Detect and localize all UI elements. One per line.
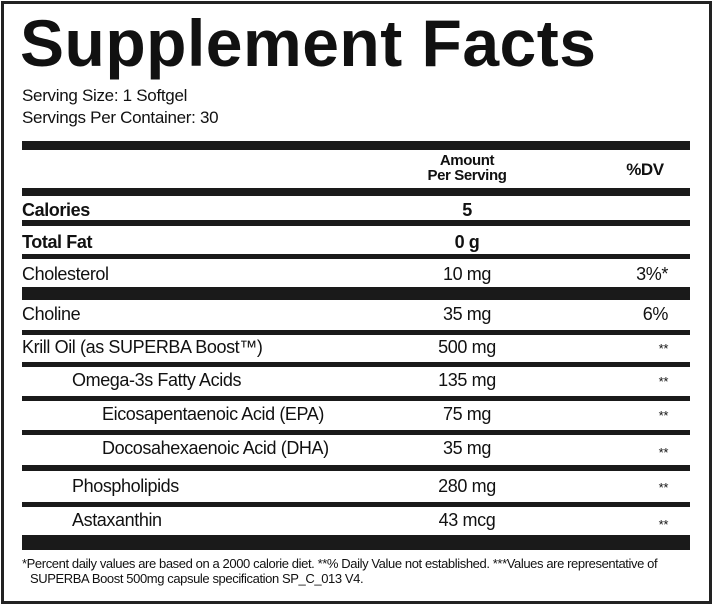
nutrient-amount: 10 mg: [442, 264, 492, 284]
row-dha: Docosahexaenoic Acid (DHA) 35 mg **: [22, 438, 690, 460]
nutrient-label: Astaxanthin: [72, 510, 162, 530]
footnote: *Percent daily values are based on a 200…: [22, 556, 658, 586]
serving-size: Serving Size: 1 Softgel: [22, 86, 188, 105]
divider: [22, 535, 690, 550]
page-title: Supplement Facts: [20, 6, 597, 80]
nutrient-label: Docosahexaenoic Acid (DHA): [102, 438, 329, 458]
nutrient-dv: **: [658, 517, 669, 532]
row-astaxanthin: Astaxanthin 43 mcg **: [22, 510, 690, 532]
nutrient-amount: 43 mcg: [438, 510, 496, 530]
row-krill-oil: Krill Oil (as SUPERBA Boost™) 500 mg **: [22, 337, 690, 359]
nutrient-dv: 6%: [642, 304, 669, 324]
divider: [22, 188, 690, 196]
divider: [22, 502, 690, 507]
divider: [22, 362, 690, 367]
divider: [22, 430, 690, 435]
nutrient-label: Choline: [22, 304, 81, 324]
row-calories: Calories 5: [22, 200, 690, 222]
nutrient-dv: **: [658, 445, 669, 460]
servings-per-container: Servings Per Container: 30: [22, 108, 219, 127]
nutrient-label: Phospholipids: [72, 476, 179, 496]
amount-header-line1: Amount: [439, 152, 495, 169]
row-phospholipids: Phospholipids 280 mg **: [22, 476, 690, 498]
row-epa: Eicosapentaenoic Acid (EPA) 75 mg **: [22, 404, 690, 426]
dv-header: %DV: [626, 160, 664, 179]
nutrient-label: Eicosapentaenoic Acid (EPA): [102, 404, 324, 424]
row-cholesterol: Cholesterol 10 mg 3%*: [22, 264, 690, 286]
nutrient-label: Omega-3s Fatty Acids: [72, 370, 242, 390]
nutrient-amount: 35 mg: [442, 438, 492, 458]
nutrient-amount: 75 mg: [442, 404, 492, 424]
amount-header: Amount Per Serving: [402, 153, 532, 183]
nutrient-amount: 500 mg: [438, 337, 496, 357]
nutrient-amount: 0 g: [454, 232, 480, 252]
footnote-line2: SUPERBA Boost 500mg capsule specificatio…: [30, 571, 364, 586]
nutrient-dv: **: [658, 374, 669, 389]
row-choline: Choline 35 mg 6%: [22, 304, 690, 326]
divider: [22, 220, 690, 226]
nutrient-amount: 35 mg: [442, 304, 492, 324]
nutrient-amount: 280 mg: [438, 476, 496, 496]
nutrient-dv: **: [658, 408, 669, 423]
nutrient-label: Cholesterol: [22, 264, 109, 284]
divider: [22, 330, 690, 335]
nutrient-dv: **: [658, 480, 669, 495]
divider: [22, 465, 690, 471]
footnote-line1: *Percent daily values are based on a 200…: [22, 556, 658, 571]
nutrient-amount: 135 mg: [438, 370, 496, 390]
row-omega-3s: Omega-3s Fatty Acids 135 mg **: [22, 370, 690, 392]
nutrient-amount: 5: [462, 200, 472, 220]
nutrient-label: Calories: [22, 200, 90, 220]
nutrient-dv: **: [658, 341, 669, 356]
nutrient-dv: 3%*: [636, 264, 668, 284]
nutrient-label: Total Fat: [22, 232, 93, 252]
row-total-fat: Total Fat 0 g: [22, 232, 690, 254]
divider: [22, 254, 690, 259]
nutrient-label: Krill Oil (as SUPERBA Boost™): [22, 337, 263, 357]
amount-header-line2: Per Serving: [427, 167, 507, 184]
divider: [22, 396, 690, 401]
divider: [22, 287, 690, 300]
divider: [22, 141, 690, 150]
